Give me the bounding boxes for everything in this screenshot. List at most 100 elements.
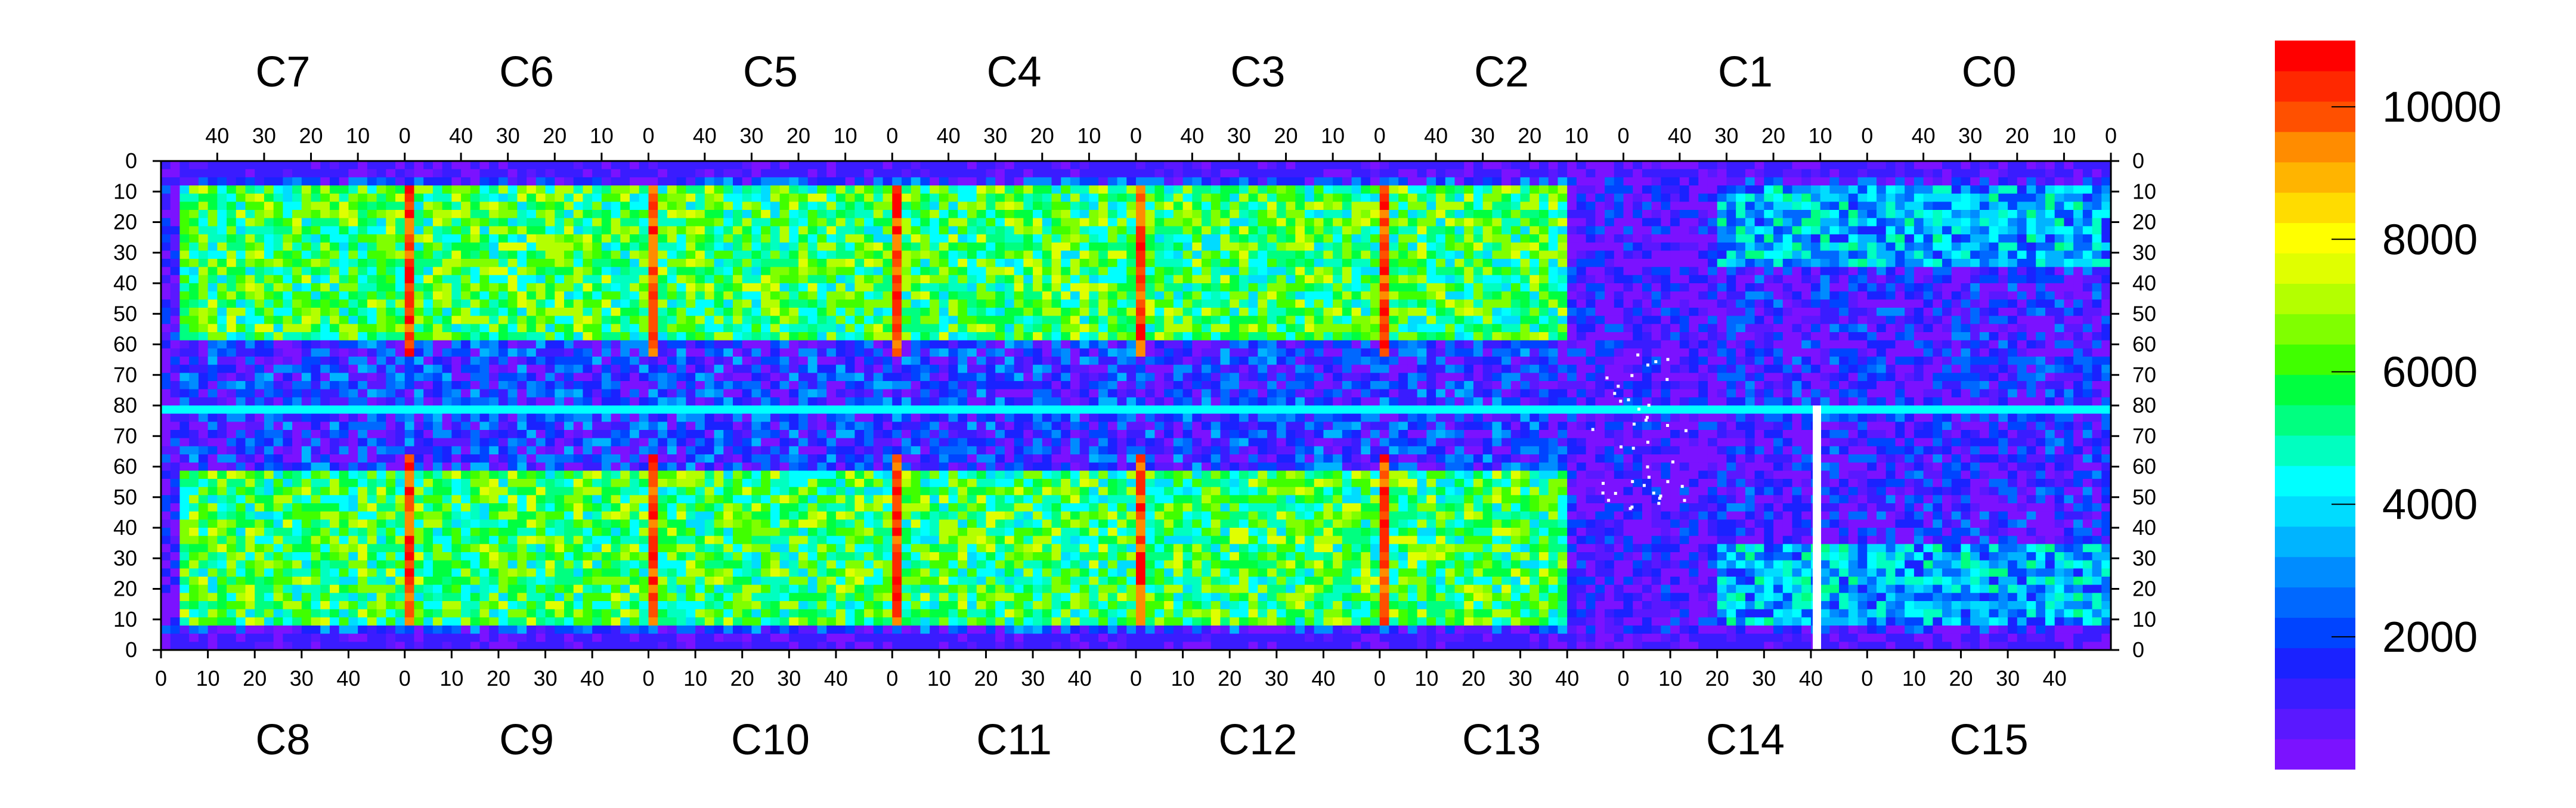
heat-cell	[386, 210, 396, 219]
heat-cell	[555, 560, 565, 569]
heat-cell	[442, 470, 452, 479]
heat-cell	[498, 503, 509, 512]
heat-cell	[386, 161, 396, 170]
heat-cell	[217, 462, 227, 471]
heat-cell	[386, 544, 396, 553]
heat-cell	[686, 462, 696, 471]
heat-cell	[807, 405, 818, 414]
heat-cell	[489, 617, 499, 626]
heat-cell	[498, 348, 509, 357]
heat-cell	[208, 226, 218, 235]
heat-cell	[264, 193, 274, 202]
heat-cell	[798, 210, 809, 219]
heat-cell	[161, 169, 171, 178]
heat-cell	[414, 405, 424, 414]
heat-cell	[564, 462, 574, 471]
heat-cell	[676, 161, 686, 170]
heat-cell	[376, 422, 386, 431]
heat-cell	[732, 389, 743, 398]
heat-cell	[461, 487, 471, 496]
heat-cell	[301, 528, 312, 537]
heat-cell	[208, 267, 218, 275]
heat-cell	[742, 267, 753, 275]
heat-cell	[611, 315, 621, 324]
heat-cell	[264, 332, 274, 341]
heat-cell	[789, 535, 799, 544]
heat-cell	[217, 584, 227, 593]
heat-cell	[292, 250, 302, 259]
heat-cell	[217, 495, 227, 504]
heat-cell	[620, 528, 630, 537]
heat-cell	[545, 560, 555, 569]
heat-cell	[517, 568, 527, 577]
heat-cell	[423, 267, 434, 275]
heat-cell	[826, 340, 837, 349]
heat-cell	[367, 487, 377, 496]
heat-cell	[920, 633, 930, 642]
heat-cell	[826, 454, 837, 463]
heat-cell	[601, 422, 612, 431]
heat-cell	[704, 348, 715, 357]
heat-cell	[864, 617, 874, 626]
heat-cell	[198, 454, 209, 463]
heat-cell	[283, 413, 293, 422]
heat-cell	[545, 210, 555, 219]
heat-cell	[479, 332, 490, 341]
heat-cell	[601, 511, 612, 520]
heat-cell	[358, 560, 368, 569]
heat-cell	[292, 348, 302, 357]
heat-cell	[208, 560, 218, 569]
heat-cell	[479, 267, 490, 275]
heat-cell	[564, 438, 574, 447]
heat-cell	[751, 234, 761, 243]
heat-cell	[170, 308, 181, 317]
heat-cell	[283, 332, 293, 341]
heat-cell	[789, 495, 799, 504]
heat-cell	[386, 250, 396, 259]
heat-cell	[854, 609, 865, 618]
heat-cell	[320, 373, 330, 382]
heat-cell	[217, 185, 227, 194]
heat-cell	[498, 210, 509, 219]
heat-cell	[798, 308, 809, 317]
heat-cell	[329, 487, 340, 496]
heat-cell	[723, 462, 733, 471]
heat-cell	[667, 552, 677, 561]
heat-cell	[835, 218, 846, 227]
heat-cell	[573, 405, 584, 414]
heat-cell	[714, 364, 724, 373]
heat-cell	[761, 430, 771, 439]
heat-cell	[620, 413, 630, 422]
heat-cell	[489, 299, 499, 308]
heat-cell	[826, 430, 837, 439]
heat-cell	[404, 218, 415, 227]
heat-cell	[170, 234, 181, 243]
heat-cell	[479, 577, 490, 586]
heat-cell	[227, 193, 237, 202]
heat-cell	[779, 373, 789, 382]
heat-cell	[283, 438, 293, 447]
heat-cell	[667, 454, 677, 463]
heat-cell	[208, 422, 218, 431]
heat-cell	[901, 609, 912, 618]
heat-cell	[826, 446, 837, 455]
heat-cell	[498, 283, 509, 292]
heat-cell	[273, 348, 283, 357]
heat-cell	[592, 438, 602, 447]
heat-cell	[611, 584, 621, 593]
heat-cell	[339, 177, 349, 186]
heat-cell	[592, 283, 602, 292]
heat-cell	[264, 267, 274, 275]
heat-cell	[667, 511, 677, 520]
heat-cell	[179, 626, 190, 634]
heat-cell	[817, 462, 827, 471]
heat-cell	[573, 552, 584, 561]
heat-cell	[311, 234, 321, 243]
heat-cell	[283, 617, 293, 626]
heat-cell	[442, 267, 452, 275]
heat-cell	[301, 161, 312, 170]
heat-cell	[217, 161, 227, 170]
heat-cell	[161, 470, 171, 479]
heat-cell	[920, 291, 930, 300]
heat-cell	[358, 503, 368, 512]
